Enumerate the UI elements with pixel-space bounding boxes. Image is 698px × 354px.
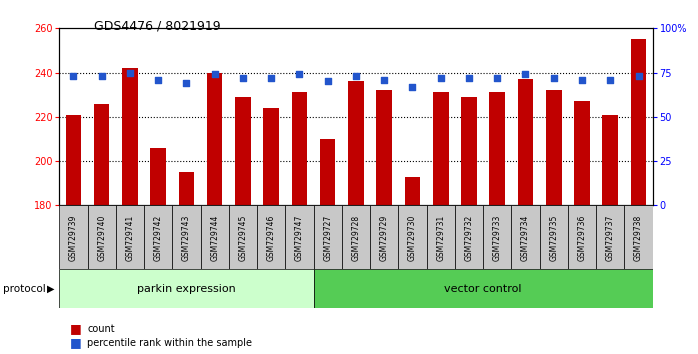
Point bbox=[124, 70, 135, 75]
Bar bbox=[229, 205, 257, 269]
Text: GSM729730: GSM729730 bbox=[408, 215, 417, 261]
Text: GSM729737: GSM729737 bbox=[606, 215, 615, 261]
Point bbox=[322, 79, 334, 84]
Bar bbox=[342, 205, 370, 269]
Point bbox=[407, 84, 418, 90]
Bar bbox=[483, 205, 512, 269]
Point bbox=[266, 75, 277, 81]
Bar bbox=[285, 205, 313, 269]
Bar bbox=[235, 97, 251, 205]
Bar bbox=[292, 92, 307, 205]
Bar bbox=[200, 205, 229, 269]
Bar bbox=[602, 115, 618, 205]
Bar bbox=[625, 205, 653, 269]
Point bbox=[604, 77, 616, 82]
Bar bbox=[151, 148, 166, 205]
Bar bbox=[546, 90, 561, 205]
Point bbox=[350, 73, 362, 79]
Bar bbox=[596, 205, 625, 269]
Bar bbox=[376, 90, 392, 205]
Text: vector control: vector control bbox=[445, 284, 522, 293]
Bar bbox=[263, 108, 279, 205]
Bar bbox=[399, 205, 426, 269]
Text: GSM729747: GSM729747 bbox=[295, 215, 304, 261]
Bar bbox=[94, 104, 110, 205]
Text: GSM729728: GSM729728 bbox=[352, 215, 360, 261]
Text: GSM729739: GSM729739 bbox=[69, 215, 78, 261]
Point bbox=[577, 77, 588, 82]
Point bbox=[153, 77, 164, 82]
Bar bbox=[568, 205, 596, 269]
Text: GSM729735: GSM729735 bbox=[549, 215, 558, 261]
Bar bbox=[172, 205, 200, 269]
Point bbox=[633, 73, 644, 79]
Point bbox=[378, 77, 389, 82]
Bar bbox=[122, 68, 138, 205]
Bar bbox=[574, 101, 590, 205]
Bar bbox=[66, 115, 81, 205]
Bar bbox=[512, 205, 540, 269]
Text: parkin expression: parkin expression bbox=[137, 284, 236, 293]
Bar bbox=[405, 177, 420, 205]
Text: GSM729738: GSM729738 bbox=[634, 215, 643, 261]
Bar bbox=[313, 269, 653, 308]
Text: GSM729746: GSM729746 bbox=[267, 215, 276, 261]
Bar bbox=[144, 205, 172, 269]
Text: GSM729733: GSM729733 bbox=[493, 215, 502, 261]
Bar bbox=[87, 205, 116, 269]
Bar bbox=[455, 205, 483, 269]
Bar bbox=[370, 205, 399, 269]
Text: GSM729736: GSM729736 bbox=[577, 215, 586, 261]
Bar bbox=[59, 205, 87, 269]
Point bbox=[548, 75, 559, 81]
Bar bbox=[540, 205, 568, 269]
Text: GSM729727: GSM729727 bbox=[323, 215, 332, 261]
Bar bbox=[116, 205, 144, 269]
Point bbox=[520, 72, 531, 77]
Point bbox=[209, 72, 221, 77]
Point bbox=[181, 80, 192, 86]
Text: GSM729745: GSM729745 bbox=[239, 215, 248, 261]
Point bbox=[294, 72, 305, 77]
Bar bbox=[179, 172, 194, 205]
Text: GSM729741: GSM729741 bbox=[126, 215, 135, 261]
Point bbox=[491, 75, 503, 81]
Bar bbox=[320, 139, 336, 205]
Bar bbox=[631, 39, 646, 205]
Bar bbox=[433, 92, 449, 205]
Text: GSM729742: GSM729742 bbox=[154, 215, 163, 261]
Bar bbox=[313, 205, 342, 269]
Text: count: count bbox=[87, 324, 115, 333]
Bar bbox=[348, 81, 364, 205]
Text: GSM729729: GSM729729 bbox=[380, 215, 389, 261]
Text: GSM729740: GSM729740 bbox=[97, 215, 106, 261]
Text: GSM729734: GSM729734 bbox=[521, 215, 530, 261]
Bar bbox=[426, 205, 455, 269]
Point bbox=[96, 73, 107, 79]
Text: GSM729731: GSM729731 bbox=[436, 215, 445, 261]
Text: percentile rank within the sample: percentile rank within the sample bbox=[87, 338, 252, 348]
Text: ▶: ▶ bbox=[47, 284, 55, 293]
Text: ■: ■ bbox=[70, 322, 82, 335]
Bar bbox=[489, 92, 505, 205]
Text: GSM729744: GSM729744 bbox=[210, 215, 219, 261]
Bar bbox=[518, 79, 533, 205]
Point bbox=[463, 75, 475, 81]
Point bbox=[68, 73, 79, 79]
Point bbox=[435, 75, 446, 81]
Text: protocol: protocol bbox=[3, 284, 46, 293]
Text: ■: ■ bbox=[70, 336, 82, 349]
Text: GDS4476 / 8021919: GDS4476 / 8021919 bbox=[94, 19, 221, 33]
Point bbox=[237, 75, 248, 81]
Text: GSM729743: GSM729743 bbox=[182, 215, 191, 261]
Bar bbox=[461, 97, 477, 205]
Bar bbox=[257, 205, 285, 269]
Bar bbox=[59, 269, 313, 308]
Bar bbox=[207, 73, 223, 205]
Text: GSM729732: GSM729732 bbox=[464, 215, 473, 261]
